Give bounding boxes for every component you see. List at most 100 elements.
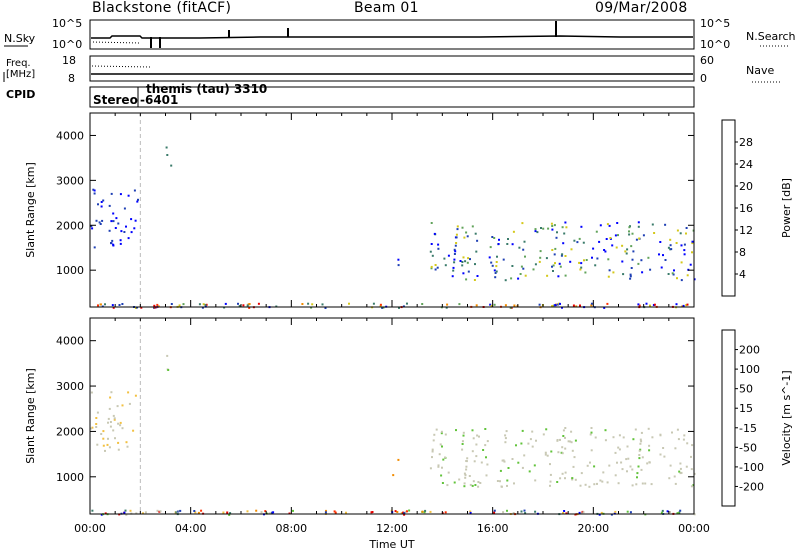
data-cell xyxy=(424,509,427,512)
data-cell xyxy=(558,262,561,265)
cpid-label: CPID xyxy=(6,88,35,101)
data-cell xyxy=(556,439,559,442)
x-tick-label: 12:00 xyxy=(376,522,408,535)
data-cell xyxy=(605,238,608,240)
data-cell xyxy=(441,482,444,484)
data-cell xyxy=(539,256,542,259)
data-cell xyxy=(639,442,642,445)
data-cell xyxy=(513,482,515,485)
data-cell xyxy=(469,510,472,513)
colorbar-tick-label: 28 xyxy=(739,136,753,149)
data-cell xyxy=(130,231,133,234)
data-cell xyxy=(531,430,534,433)
data-cell xyxy=(678,470,681,473)
data-cell xyxy=(166,154,169,156)
data-cell xyxy=(570,248,573,251)
data-cell xyxy=(579,484,582,487)
data-cell xyxy=(144,511,147,514)
data-cell xyxy=(636,472,639,475)
data-cell xyxy=(466,261,469,264)
data-cell xyxy=(438,453,441,456)
data-cell xyxy=(433,433,436,436)
data-cell xyxy=(504,279,507,282)
data-cell xyxy=(624,250,627,253)
data-cell xyxy=(453,253,456,255)
data-cell xyxy=(474,263,476,266)
data-cell xyxy=(500,485,503,488)
data-cell xyxy=(423,511,426,514)
data-cell xyxy=(561,226,564,229)
data-cell xyxy=(506,243,509,245)
data-cell xyxy=(682,438,685,441)
data-cell xyxy=(617,482,620,485)
data-cell xyxy=(569,440,572,443)
data-cell xyxy=(502,511,505,514)
data-cell xyxy=(471,429,474,432)
data-cell xyxy=(561,306,563,309)
data-cell xyxy=(100,513,103,516)
data-cell xyxy=(97,203,99,206)
data-cell xyxy=(429,510,432,513)
data-cell xyxy=(446,303,449,306)
data-cell xyxy=(166,354,169,357)
data-cell xyxy=(493,509,496,512)
data-cell xyxy=(571,478,574,481)
colorbar-tick-label: 200 xyxy=(739,344,760,357)
data-cell xyxy=(589,461,591,464)
data-cell xyxy=(437,243,440,246)
data-cell xyxy=(465,468,468,471)
data-cell xyxy=(488,256,491,259)
data-cell xyxy=(604,250,607,253)
data-cell xyxy=(550,222,553,225)
data-cell xyxy=(499,469,502,472)
data-cell xyxy=(400,512,403,514)
data-cell xyxy=(521,429,524,432)
data-cell xyxy=(473,279,476,281)
data-cell xyxy=(520,265,523,268)
data-cell xyxy=(90,391,93,394)
data-cell xyxy=(324,511,327,514)
data-cell xyxy=(421,510,424,513)
data-cell xyxy=(637,221,640,224)
data-cell xyxy=(641,482,644,485)
data-cell xyxy=(517,277,520,280)
data-cell xyxy=(618,448,621,451)
date-title: 09/Mar/2008 xyxy=(595,0,688,16)
data-cell xyxy=(542,227,545,230)
data-cell xyxy=(631,258,634,261)
cpid-frame xyxy=(89,86,695,108)
data-cell xyxy=(579,304,581,307)
data-cell xyxy=(345,511,347,514)
data-cell xyxy=(524,274,527,277)
data-cell xyxy=(156,303,159,306)
data-cell xyxy=(683,249,686,252)
data-cell xyxy=(506,484,508,487)
data-cell xyxy=(110,391,113,394)
data-cell xyxy=(534,263,537,266)
data-cell xyxy=(471,484,474,487)
data-cell xyxy=(580,266,583,269)
data-cell xyxy=(584,271,587,274)
data-cell xyxy=(630,245,633,248)
data-cell xyxy=(157,305,160,308)
data-cell xyxy=(527,442,530,445)
data-cell xyxy=(632,250,635,253)
data-cell xyxy=(551,225,554,227)
data-cell xyxy=(677,512,680,514)
data-cell xyxy=(100,433,103,435)
data-cell xyxy=(690,485,693,488)
nsky-label: N.Sky xyxy=(4,32,36,45)
data-cell xyxy=(625,458,628,461)
data-cell xyxy=(582,511,585,514)
data-cell xyxy=(610,513,613,516)
data-cell xyxy=(609,237,612,239)
data-cell xyxy=(590,427,593,429)
colorbar-tick-label: -200 xyxy=(739,480,764,493)
time-axis: 00:00 04:00 08:00 12:00 16:00 20:00 00:00 Time … xyxy=(74,522,710,551)
data-cell xyxy=(153,304,156,307)
data-cell xyxy=(499,480,501,483)
colorbar-tick-label: 16 xyxy=(739,202,753,215)
data-cell xyxy=(200,509,203,512)
data-cell xyxy=(310,306,313,309)
data-cell xyxy=(96,411,99,414)
